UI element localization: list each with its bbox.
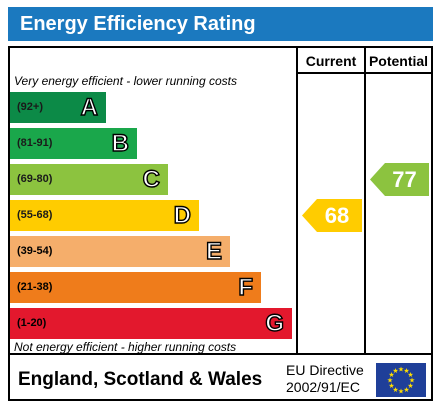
eu-star-icon: ★ <box>387 377 393 385</box>
footer-divider <box>10 353 431 355</box>
band-letter: C <box>142 165 161 193</box>
rating-band-c: (69-80) C <box>10 164 168 195</box>
footer-region: England, Scotland & Wales <box>18 369 263 390</box>
band-letter: F <box>238 273 254 301</box>
potential-column-header: Potential <box>368 53 429 69</box>
band-range-label: (92+) <box>17 101 43 113</box>
rating-band-e: (39-54) E <box>10 236 230 267</box>
eu-star-icon: ★ <box>388 371 394 379</box>
current-column-header: Current <box>305 53 357 69</box>
bottom-note: Not energy efficient - higher running co… <box>14 340 237 354</box>
eu-star-icon: ★ <box>398 388 404 396</box>
eu-star-icon: ★ <box>403 367 409 375</box>
rating-band-d: (55-68) D <box>10 200 199 231</box>
potential-rating-value: 77 <box>392 167 417 192</box>
eu-star-icon: ★ <box>407 371 413 379</box>
eu-star-icon: ★ <box>392 386 398 394</box>
band-range-label: (21-38) <box>17 281 53 293</box>
band-letter: B <box>111 129 130 157</box>
eu-star-icon: ★ <box>409 377 415 385</box>
current-column-divider <box>296 48 298 353</box>
eu-star-icon: ★ <box>392 367 398 375</box>
rating-band-b: (81-91) B <box>10 128 137 159</box>
band-letter: E <box>205 237 222 265</box>
potential-column-divider <box>364 48 366 353</box>
current-rating-value: 68 <box>324 203 350 228</box>
directive-line-2: 2002/91/EC <box>286 379 360 395</box>
eu-star-icon: ★ <box>388 382 394 390</box>
eu-star-icon: ★ <box>403 386 409 394</box>
band-letter: G <box>265 309 285 337</box>
potential-rating-arrow: 77 <box>370 163 429 196</box>
eu-star-icon: ★ <box>398 366 404 374</box>
rating-band-f: (21-38) F <box>10 272 261 303</box>
band-range-label: (39-54) <box>17 245 53 257</box>
rating-table: Current Potential Very energy efficient … <box>8 46 433 401</box>
chart-title: Energy Efficiency Rating <box>8 7 433 41</box>
eu-flag-icon: ★ ★ ★ ★ ★ ★ ★ ★ ★ ★ ★ ★ <box>376 363 426 397</box>
rating-band-g: (1-20) G <box>10 308 292 339</box>
top-note: Very energy efficient - lower running co… <box>14 74 237 88</box>
band-letter: A <box>80 93 99 121</box>
band-range-label: (81-91) <box>17 137 53 149</box>
current-rating-arrow: 68 <box>302 199 362 232</box>
band-letter: D <box>173 201 192 229</box>
eu-star-icon: ★ <box>407 382 413 390</box>
eu-stars: ★★★★★★★★★ ★ ★★ <box>387 366 415 396</box>
column-header-divider <box>296 72 431 74</box>
band-range-label: (69-80) <box>17 173 53 185</box>
band-range-label: (1-20) <box>17 317 47 329</box>
directive-line-1: EU Directive <box>286 362 364 378</box>
band-range-label: (55-68) <box>17 209 53 221</box>
rating-band-a: (92+) A <box>10 92 106 123</box>
